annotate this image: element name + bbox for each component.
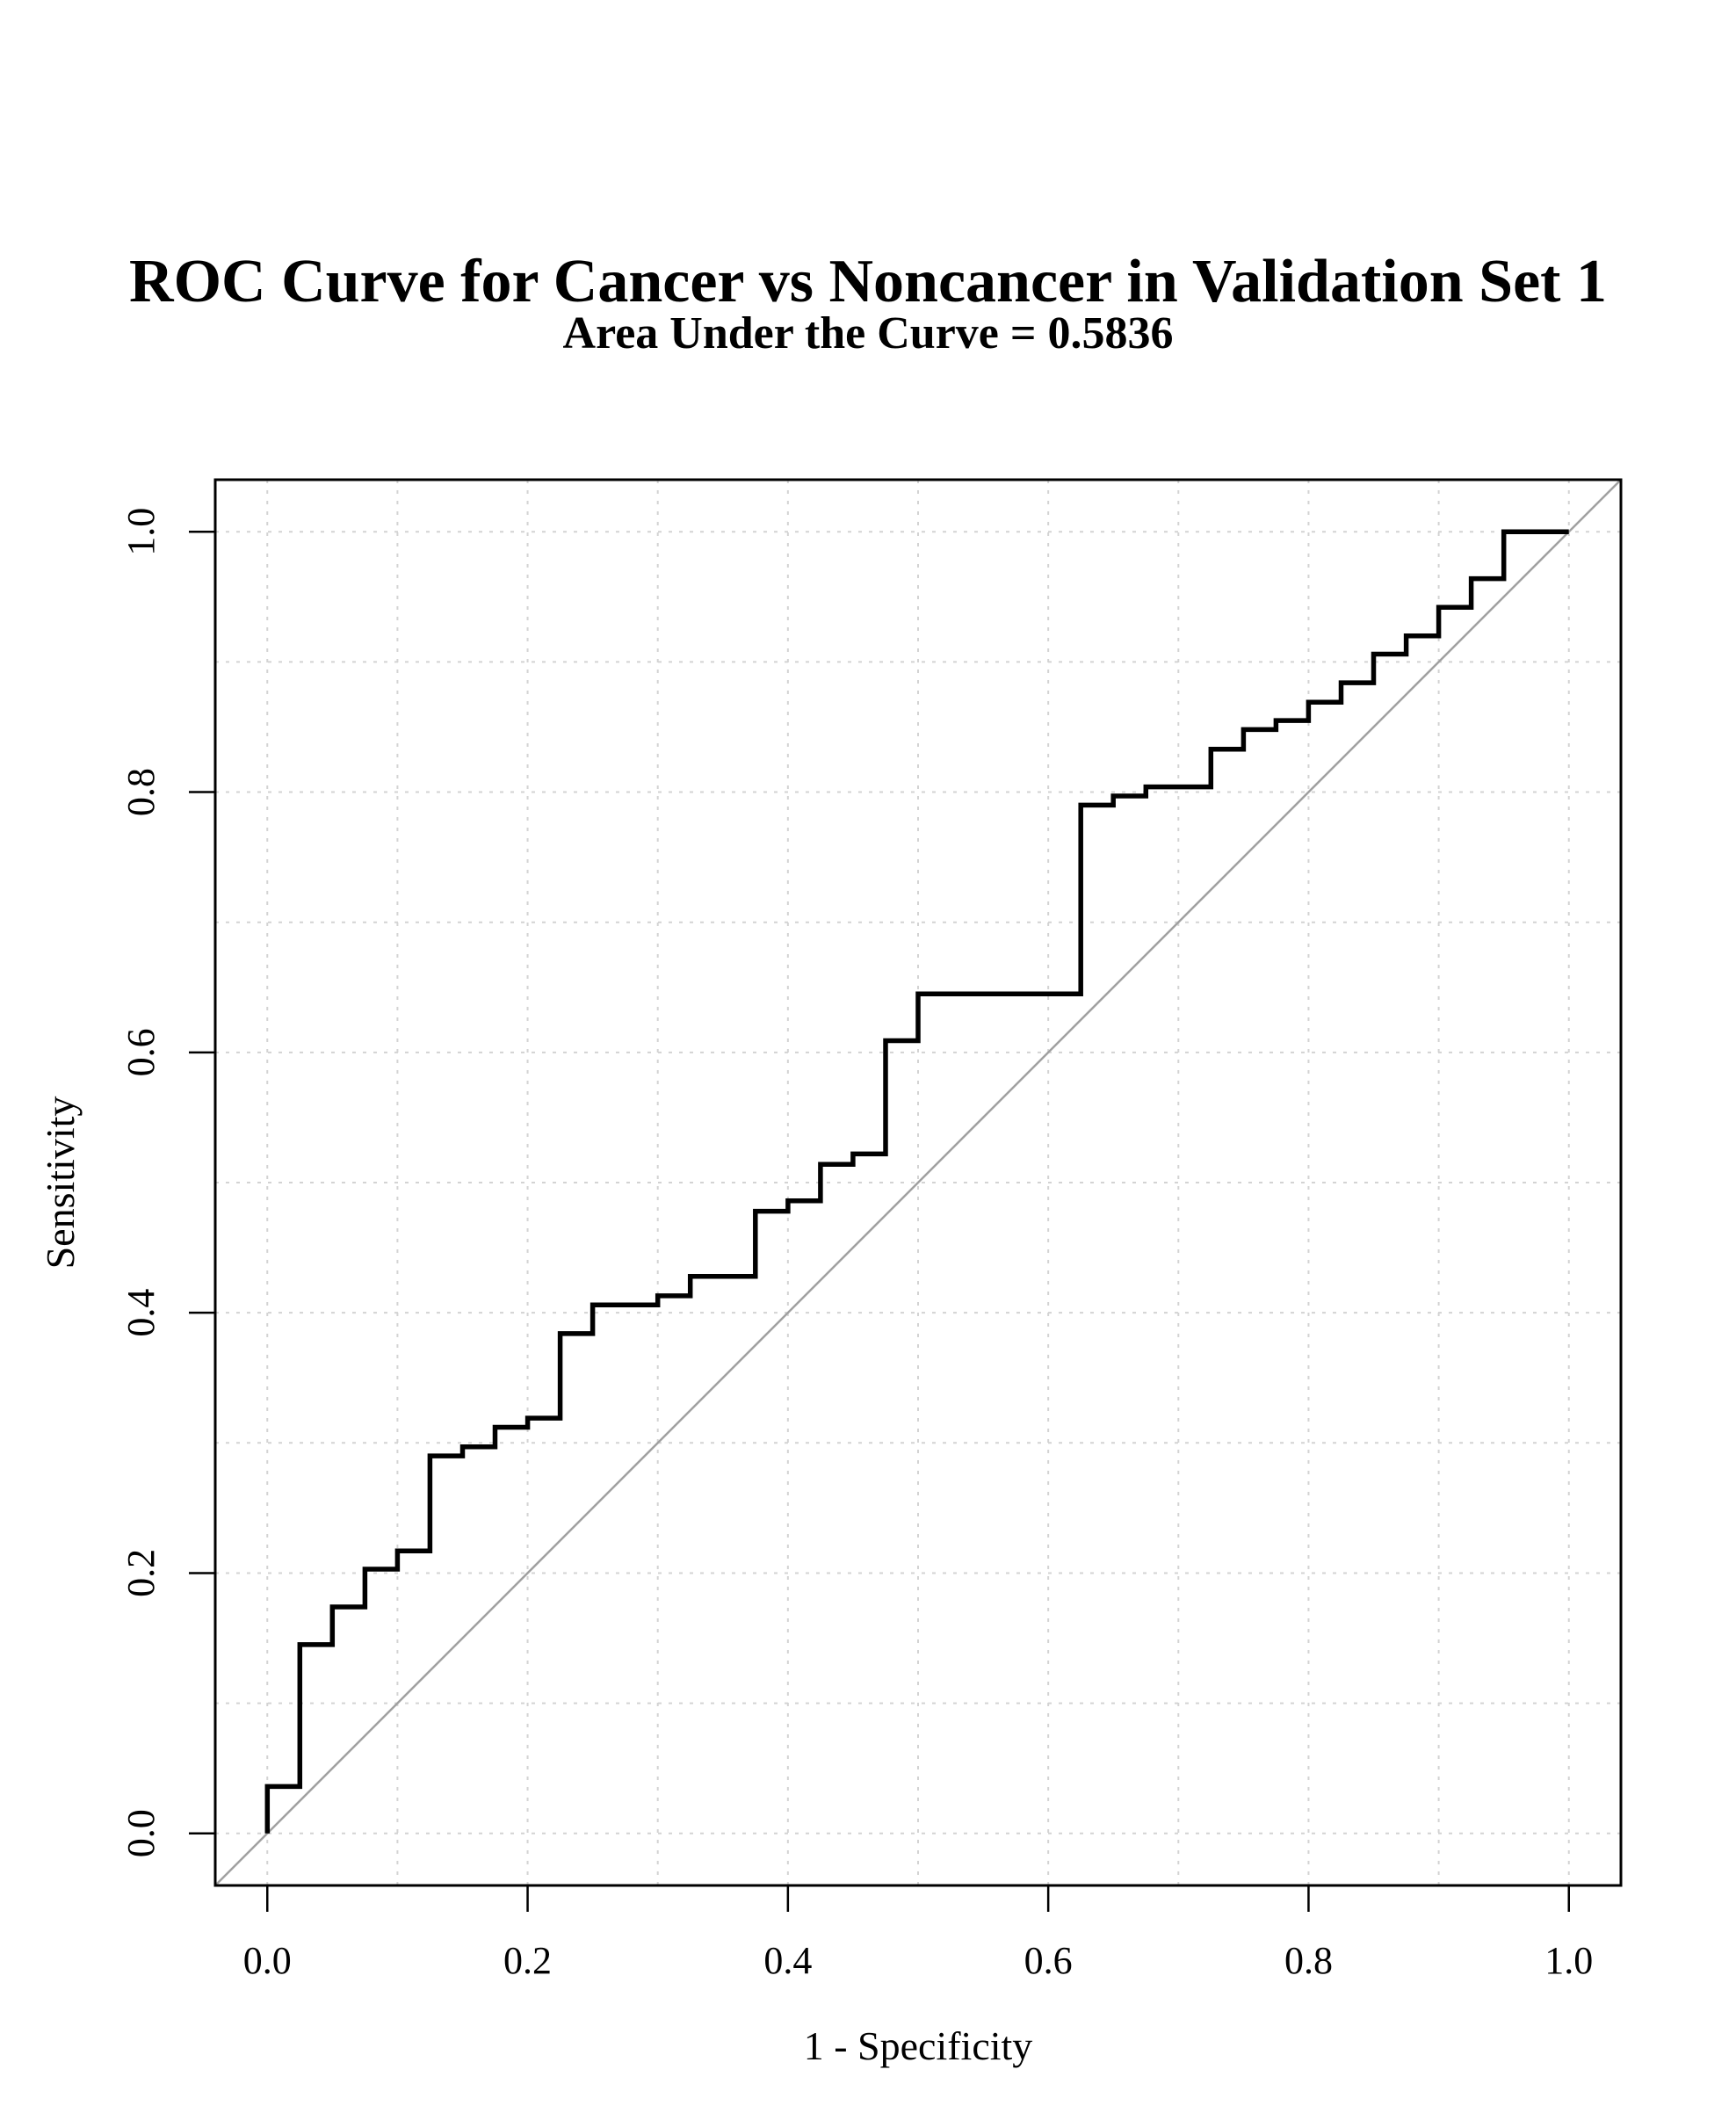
y-tick-label: 0.0 bbox=[119, 1809, 163, 1857]
reference-line bbox=[214, 479, 1622, 1886]
y-axis: 0.0 0.2 0.4 0.6 0.8 1.0 bbox=[119, 508, 217, 1857]
x-axis-label: 1 - Specificity bbox=[804, 2023, 1033, 2068]
grid-lines bbox=[215, 480, 1621, 1885]
y-tick-label: 1.0 bbox=[119, 508, 163, 556]
x-tick-label: 1.0 bbox=[1544, 1939, 1593, 1982]
x-tick-label: 0.0 bbox=[243, 1939, 292, 1982]
x-axis: 0.0 0.2 0.4 0.6 0.8 1.0 bbox=[243, 1884, 1593, 1982]
y-tick-label: 0.4 bbox=[119, 1289, 163, 1337]
x-tick-label: 0.6 bbox=[1024, 1939, 1073, 1982]
y-axis-label: Sensitivity bbox=[38, 1096, 83, 1270]
x-tick-label: 0.8 bbox=[1284, 1939, 1333, 1982]
y-tick-label: 0.2 bbox=[119, 1549, 163, 1597]
roc-curve-line bbox=[264, 529, 1569, 1834]
chart-subtitle: Area Under the Curve = 0.5836 bbox=[563, 308, 1174, 358]
reference-line-layer bbox=[214, 479, 1622, 1886]
series-layer bbox=[264, 529, 1569, 1834]
x-tick-label: 0.2 bbox=[503, 1939, 552, 1982]
x-tick-label: 0.4 bbox=[763, 1939, 812, 1982]
y-tick-label: 0.6 bbox=[119, 1028, 163, 1076]
chart-title: ROC Curve for Cancer vs Noncancer in Val… bbox=[129, 248, 1607, 315]
y-tick-label: 0.8 bbox=[119, 768, 163, 816]
